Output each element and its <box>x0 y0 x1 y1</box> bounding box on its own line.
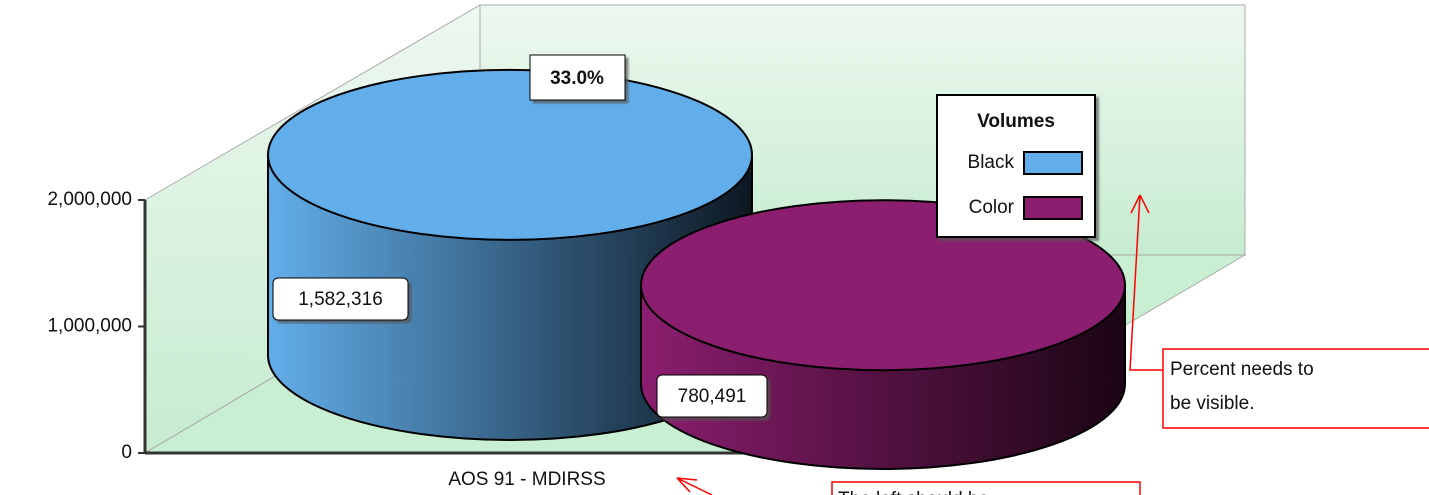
legend-label: Black <box>968 152 1015 173</box>
annotation: be visible. <box>1170 393 1255 414</box>
y-tick-label: 2,000,000 <box>47 189 132 210</box>
value-label: 1,582,316 <box>298 289 383 310</box>
annotation-box <box>831 481 1141 495</box>
value-label-box <box>656 374 768 418</box>
arrow <box>1129 194 1163 371</box>
y-tick-label: 0 <box>121 442 132 463</box>
legend-title: Volumes <box>977 111 1055 132</box>
value-label: 780,491 <box>678 386 747 407</box>
x-tick-label: AOS 91 - MDIRSS <box>448 469 605 490</box>
y-tick-label: 1,000,000 <box>47 316 132 337</box>
legend-swatch <box>1023 151 1083 175</box>
value-label-box <box>272 277 409 321</box>
bar-top <box>640 199 1126 372</box>
annotation-box <box>1162 348 1429 429</box>
percent-label-box <box>529 54 626 101</box>
arrow <box>676 477 713 495</box>
legend: Volumes Black Color <box>936 94 1096 238</box>
legend-swatch <box>1023 196 1083 220</box>
annotation: The left should be <box>838 489 989 495</box>
legend-label: Color <box>969 197 1015 218</box>
annotation: Percent needs to <box>1170 359 1314 380</box>
bar-top <box>267 68 753 241</box>
percent-label: 33.0% <box>550 68 604 89</box>
